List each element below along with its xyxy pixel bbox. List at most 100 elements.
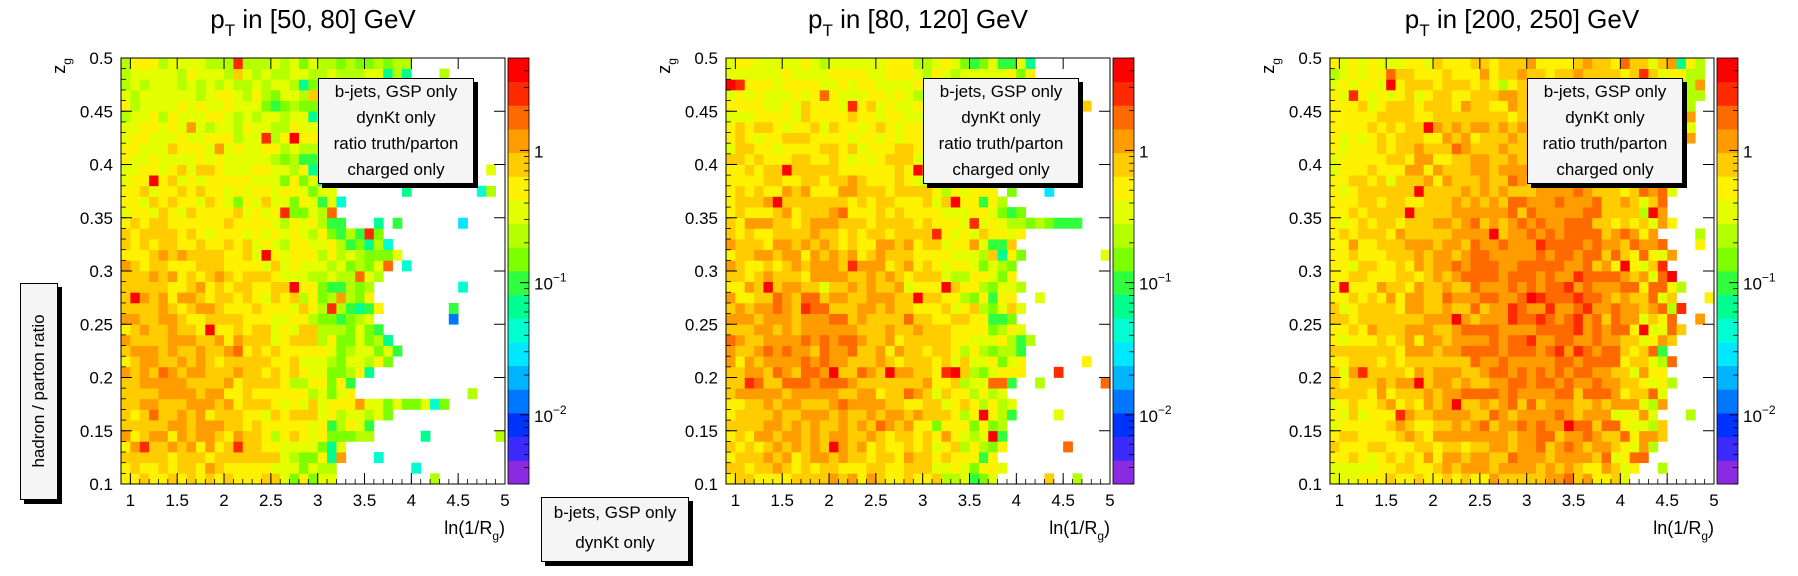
heatmap-cell — [383, 345, 393, 357]
heatmap-cell — [875, 175, 886, 187]
heatmap-cell — [1339, 430, 1350, 442]
heatmap-cell — [308, 388, 319, 400]
heatmap-cell — [754, 185, 764, 197]
heatmap-cell — [1498, 345, 1509, 357]
heatmap-cell — [978, 239, 989, 251]
heatmap-cell — [205, 398, 216, 410]
heatmap-cell — [978, 409, 989, 421]
heatmap-cell — [857, 175, 867, 187]
heatmap-cell — [838, 239, 849, 251]
heatmap-cell — [1433, 79, 1443, 91]
heatmap-cell — [922, 334, 933, 346]
heatmap-cell — [1639, 366, 1649, 378]
heatmap-cell — [1695, 89, 1705, 101]
heatmap-cell — [960, 324, 970, 336]
heatmap-cell — [978, 388, 989, 400]
heatmap-cell — [894, 89, 905, 101]
heatmap-cell — [1376, 441, 1387, 453]
heatmap-cell — [121, 121, 131, 133]
heatmap-cell — [857, 100, 867, 112]
heatmap-cell — [233, 377, 244, 389]
heatmap-cell — [392, 58, 403, 69]
heatmap-cell — [1489, 217, 1499, 229]
colorbar-segment — [1717, 342, 1738, 367]
heatmap-cell — [383, 409, 393, 421]
heatmap-cell — [1433, 121, 1443, 133]
heatmap-cell — [1620, 228, 1631, 240]
heatmap-cell — [121, 260, 131, 272]
heatmap-cell — [205, 143, 216, 155]
heatmap-cell — [1339, 281, 1350, 293]
heatmap-cell — [195, 452, 206, 464]
heatmap-cell — [1629, 409, 1640, 421]
heatmap-cell — [252, 79, 262, 91]
heatmap-cell — [744, 473, 755, 485]
heatmap-cell — [252, 143, 262, 155]
heatmap-cell — [819, 196, 830, 208]
colorbar-segment — [1717, 365, 1738, 390]
x-tick-label: 2.5 — [864, 491, 888, 510]
heatmap-cell — [1592, 345, 1602, 357]
heatmap-cell — [1564, 377, 1574, 389]
heatmap-cell — [336, 281, 347, 293]
heatmap-cell — [205, 302, 216, 314]
heatmap-cell — [1339, 121, 1350, 133]
heatmap-cell — [289, 473, 300, 485]
heatmap-cell — [913, 100, 924, 112]
heatmap-cell — [810, 89, 821, 101]
heatmap-cell — [233, 388, 244, 400]
heatmap-cell — [1367, 207, 1378, 219]
heatmap-cell — [1507, 249, 1518, 261]
heatmap-cell — [875, 281, 886, 293]
heatmap-cell — [772, 462, 783, 474]
heatmap-cell — [1610, 313, 1621, 325]
heatmap-cell — [726, 196, 736, 208]
heatmap-cell — [242, 377, 253, 389]
heatmap-cell — [242, 260, 253, 272]
heatmap-cell — [1395, 409, 1406, 421]
heatmap-cell — [988, 292, 998, 304]
heatmap-cell — [186, 292, 197, 304]
heatmap-cell — [149, 175, 159, 187]
heatmap-cell — [1386, 334, 1396, 346]
heatmap-cell — [1339, 409, 1350, 421]
heatmap-cell — [214, 143, 225, 155]
heatmap-cell — [1395, 388, 1406, 400]
heatmap-cell — [139, 207, 150, 219]
heatmap-cell — [139, 132, 150, 144]
y-tick-label: 0.5 — [89, 49, 113, 68]
heatmap-cell — [1442, 100, 1453, 112]
heatmap-cell — [754, 473, 764, 485]
heatmap-cell — [791, 292, 802, 304]
colorbar-segment — [1113, 460, 1134, 485]
heatmap-cell — [960, 377, 970, 389]
heatmap-cell — [1526, 345, 1537, 357]
heatmap-cell — [894, 207, 905, 219]
heatmap-cell — [167, 153, 178, 165]
heatmap-cell — [214, 409, 225, 421]
heatmap-cell — [1006, 185, 1017, 197]
heatmap-cell — [1489, 79, 1499, 91]
heatmap-cell — [233, 452, 244, 464]
heatmap-cell — [420, 398, 431, 410]
heatmap-cell — [1657, 271, 1668, 282]
heatmap-cell — [819, 271, 830, 282]
heatmap-cell — [1442, 345, 1453, 357]
heatmap-cell — [261, 132, 272, 144]
heatmap-cell — [1610, 420, 1621, 432]
heatmap-cell — [735, 281, 746, 293]
heatmap-cell — [1367, 441, 1378, 453]
heatmap-cell — [847, 175, 858, 187]
heatmap-cell — [1564, 356, 1574, 368]
heatmap-cell — [1376, 420, 1387, 432]
heatmap-cell — [950, 366, 961, 378]
heatmap-cell — [847, 292, 858, 304]
heatmap-cell — [252, 239, 262, 251]
heatmap-cell — [1433, 68, 1443, 80]
heatmap-cell — [913, 164, 924, 176]
heatmap-cell — [866, 473, 877, 485]
heatmap-cell — [308, 345, 319, 357]
heatmap-cell — [1016, 58, 1027, 69]
heatmap-cell — [726, 175, 736, 187]
heatmap-cell — [1376, 100, 1387, 112]
